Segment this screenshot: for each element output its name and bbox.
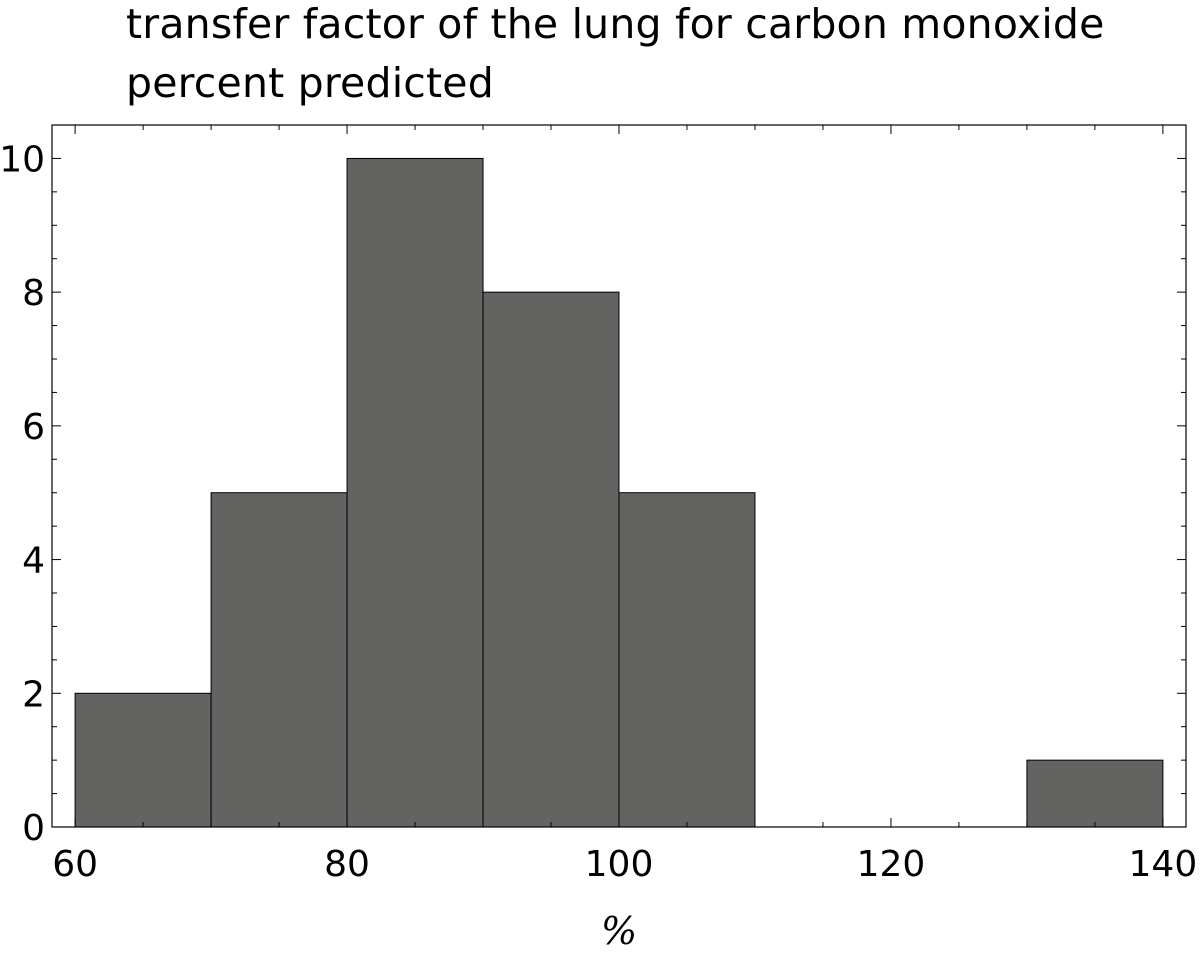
chart-title-line-1: transfer factor of the lung for carbon m… bbox=[126, 0, 1105, 48]
y-tick-label-2: 2 bbox=[22, 674, 45, 715]
x-axis-label: % bbox=[601, 909, 637, 953]
y-tick-label-4: 4 bbox=[22, 541, 45, 582]
x-tick-label-80: 80 bbox=[324, 844, 370, 885]
y-tick-label-6: 6 bbox=[22, 407, 45, 448]
bars-group bbox=[74, 157, 1164, 828]
histogram-bar-70-80 bbox=[210, 492, 348, 828]
histogram-bar-90-100 bbox=[482, 291, 620, 828]
y-tick-label-10: 10 bbox=[0, 139, 45, 180]
histogram-bar-100-110 bbox=[618, 492, 756, 828]
x-tick-label-60: 60 bbox=[52, 844, 98, 885]
histogram-bar-80-90 bbox=[346, 157, 484, 828]
x-tick-label-120: 120 bbox=[857, 844, 926, 885]
tick-labels-group: 60 80 100 120 140 0 2 4 6 8 10 bbox=[0, 139, 1197, 885]
x-tick-label-100: 100 bbox=[585, 844, 654, 885]
x-tick-label-140: 140 bbox=[1129, 844, 1198, 885]
y-tick-label-0: 0 bbox=[22, 808, 45, 849]
y-tick-label-8: 8 bbox=[22, 273, 45, 314]
ticks-group bbox=[52, 125, 1186, 828]
histogram-bar-130-140 bbox=[1026, 759, 1164, 828]
chart-title-line-2: percent predicted bbox=[126, 59, 494, 107]
histogram-bar-60-70 bbox=[74, 692, 212, 828]
